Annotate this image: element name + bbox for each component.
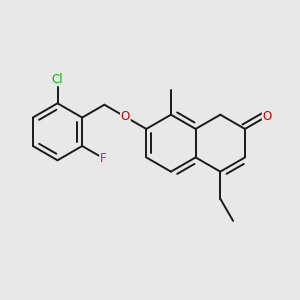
Text: Cl: Cl <box>52 73 63 85</box>
Text: O: O <box>121 110 130 123</box>
Text: F: F <box>100 152 106 165</box>
Text: O: O <box>262 110 272 123</box>
